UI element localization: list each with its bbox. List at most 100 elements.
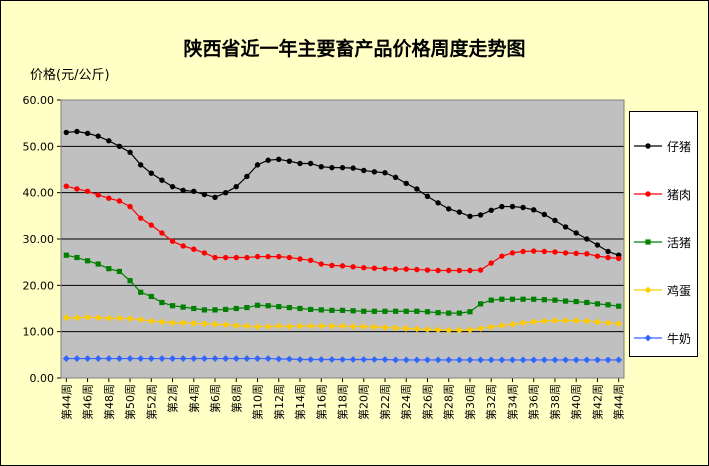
legend-item-milk: 牛奶 (630, 328, 699, 348)
data-point-egg (296, 322, 304, 330)
data-point-piglet (350, 165, 356, 171)
data-point-egg (317, 322, 325, 330)
data-point-pork (159, 230, 165, 236)
data-point-live-hog (424, 309, 431, 315)
data-point-piglet (286, 158, 293, 164)
data-point-live-hog (254, 302, 261, 308)
legend-point (645, 143, 651, 149)
legend-point (644, 334, 652, 342)
data-point-milk (264, 355, 272, 362)
data-point-milk (477, 356, 484, 364)
data-point-milk (615, 356, 623, 364)
data-point-piglet (265, 157, 271, 163)
data-point-egg (445, 326, 453, 334)
data-point-live-hog (180, 304, 186, 310)
data-point-pork (84, 188, 91, 194)
data-point-egg (254, 323, 261, 330)
data-point-egg (264, 323, 272, 330)
data-point-milk (84, 355, 91, 362)
data-point-piglet (594, 242, 601, 248)
data-point-egg (190, 319, 198, 327)
data-point-milk (105, 355, 113, 362)
x-tick-label: 第34周 (505, 384, 519, 420)
x-tick-label: 第10周 (251, 384, 265, 420)
data-point-piglet (520, 204, 526, 211)
x-tick-label: 第44周 (612, 384, 626, 420)
data-point-piglet (254, 162, 261, 168)
data-point-pork (392, 266, 399, 272)
data-point-milk (583, 356, 591, 364)
x-tick-label: 第26周 (420, 384, 434, 420)
data-point-piglet (403, 180, 409, 187)
data-point-live-hog (84, 258, 91, 264)
data-point-milk (328, 356, 336, 363)
data-point-pork (116, 198, 123, 204)
data-point-piglet (180, 187, 186, 194)
data-point-egg (147, 317, 155, 325)
data-point-egg (360, 323, 368, 330)
data-point-egg (434, 326, 442, 334)
x-tick-label: 第32周 (484, 384, 498, 420)
series-lines (62, 128, 623, 364)
data-point-live-hog (286, 304, 292, 311)
data-point-piglet (276, 156, 282, 163)
data-point-egg (455, 326, 463, 334)
data-point-live-hog (297, 305, 303, 312)
data-point-pork (605, 254, 611, 261)
data-point-live-hog (520, 296, 526, 302)
x-tick-label: 第44周 (59, 384, 73, 420)
data-point-milk (455, 356, 463, 364)
data-point-piglet (509, 203, 516, 210)
data-point-egg (381, 324, 389, 331)
data-point-live-hog (371, 308, 377, 314)
x-tick-label: 第38周 (548, 384, 562, 420)
data-point-pork (446, 267, 452, 274)
data-point-milk (169, 355, 176, 362)
data-point-live-hog (148, 293, 154, 300)
x-tick-label: 第18周 (336, 384, 350, 420)
data-point-pork (435, 267, 441, 274)
data-point-egg (604, 319, 612, 327)
data-point-milk (466, 356, 474, 364)
data-point-live-hog (329, 307, 335, 313)
legend: 仔猪 猪肉 活猪 鸡蛋 牛奶 (629, 111, 698, 357)
data-point-piglet (562, 224, 569, 230)
data-point-piglet (106, 138, 112, 144)
plot-area-border (60, 99, 625, 379)
data-point-live-hog (95, 261, 101, 267)
series-milk (62, 355, 623, 364)
data-point-egg (594, 318, 601, 326)
data-point-egg (169, 319, 176, 327)
data-point-live-hog (63, 252, 69, 258)
data-point-piglet (541, 211, 548, 218)
data-point-piglet (371, 169, 378, 175)
data-point-milk (445, 356, 453, 364)
data-point-egg (105, 314, 113, 322)
data-point-egg (392, 324, 400, 332)
y-tick-label: 40.00 (23, 187, 55, 200)
data-point-piglet (95, 133, 101, 139)
data-point-piglet (605, 248, 611, 255)
data-point-live-hog (339, 307, 346, 313)
data-point-pork (148, 222, 154, 228)
data-point-pork (414, 266, 420, 273)
data-point-pork (137, 215, 144, 221)
data-point-milk (434, 356, 442, 364)
data-point-egg (94, 314, 102, 322)
series-egg (62, 313, 623, 334)
data-point-live-hog (308, 306, 314, 313)
data-point-milk (243, 355, 251, 362)
data-point-milk (275, 355, 283, 363)
data-point-piglet (435, 200, 441, 206)
data-point-piglet (584, 236, 590, 242)
data-point-piglet (392, 174, 399, 181)
data-point-pork (201, 250, 208, 256)
data-point-live-hog (594, 301, 601, 307)
data-point-milk (62, 355, 70, 362)
y-tick-label: 10.00 (23, 326, 55, 339)
data-point-milk (94, 355, 102, 362)
data-point-piglet (467, 213, 473, 219)
data-point-live-hog (361, 308, 367, 314)
data-point-egg (413, 325, 421, 333)
data-point-piglet (414, 186, 420, 192)
